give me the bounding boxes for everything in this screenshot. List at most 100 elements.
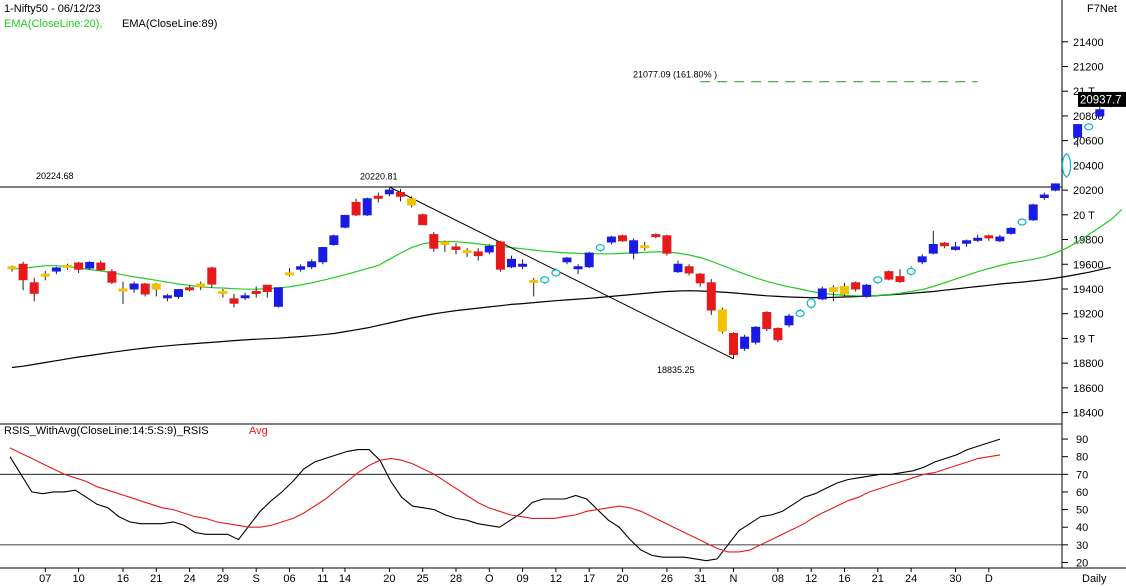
price-tick-label: 20400	[1073, 160, 1104, 172]
candle-body	[218, 290, 228, 294]
price-tick-label: 19800	[1073, 235, 1104, 247]
candle-body	[995, 236, 1005, 242]
candle-body	[63, 264, 72, 268]
price-annotation: 20224.68	[36, 171, 74, 181]
time-tick-label: 20	[383, 573, 395, 585]
rsi-tick-label: 60	[1076, 487, 1088, 499]
candle-body	[40, 273, 50, 277]
time-tick-label: 16	[838, 573, 850, 585]
rsi-axis: 90 80 70 60 50 40 30 20	[1062, 434, 1088, 569]
time-tick-label: 21	[872, 573, 884, 585]
candle-body	[362, 198, 372, 216]
candle-body	[74, 262, 84, 270]
candle-body	[1006, 227, 1016, 234]
rsi-avg-line	[9, 447, 1001, 553]
ema89-line	[11, 266, 1112, 369]
candle-body	[840, 286, 849, 295]
candle-body	[240, 295, 250, 299]
ema89-series	[11, 266, 1112, 369]
time-tick-label: 17	[583, 573, 595, 585]
candle-body	[462, 250, 472, 254]
candle-body	[285, 272, 294, 276]
ema20-line	[11, 208, 1123, 297]
candle-body	[540, 276, 550, 284]
candle-body	[396, 192, 405, 197]
candle-body	[318, 247, 328, 263]
candle-body	[729, 332, 738, 355]
candle-body	[518, 263, 528, 267]
candle-body	[662, 235, 672, 254]
candle-body	[606, 236, 616, 243]
price-annotation: 20220.81	[360, 172, 398, 182]
ema89-legend: EMA(CloseLine:89)	[122, 18, 217, 30]
candle-body	[418, 214, 428, 226]
annotations: 20224.68 20220.81 18835.25 21077.09 (161.80…	[36, 70, 717, 375]
time-tick-label: 30	[949, 573, 961, 585]
price-tick-label: 20600	[1073, 136, 1104, 148]
candle-body	[340, 214, 350, 228]
candle-body	[85, 261, 95, 269]
time-axis: 07 10 16 21 24 29 S 06 11 14 20 25 28 O 09 12 17 20 26 31 N 0…	[39, 568, 993, 585]
candle-body	[1061, 153, 1072, 178]
candle-body	[96, 262, 106, 271]
time-tick-label: 25	[417, 573, 429, 585]
candle-body	[795, 309, 805, 318]
time-tick-label: 14	[339, 573, 351, 585]
candle-body	[773, 328, 783, 341]
last-price-value: 20937.7	[1080, 94, 1122, 106]
candle-body	[984, 235, 994, 239]
candle-body	[817, 288, 827, 300]
time-tick-label: 21	[150, 573, 162, 585]
candle-body	[51, 267, 61, 272]
rsi-tick-label: 80	[1076, 452, 1088, 464]
trendline	[389, 186, 734, 360]
rsi-levels	[0, 473, 1062, 546]
candle-body	[573, 266, 583, 270]
time-tick-label: 24	[905, 573, 917, 585]
candle-body	[884, 271, 894, 280]
candle-body	[118, 288, 128, 292]
time-tick-label: S	[253, 573, 260, 585]
candle-body	[717, 309, 727, 332]
rsi-tick-label: 50	[1076, 505, 1088, 517]
candle-body	[917, 256, 927, 263]
timeframe-label: Daily	[1082, 573, 1107, 585]
candle-body	[973, 237, 983, 241]
ema20-series	[11, 208, 1123, 297]
ema20-legend: EMA(CloseLine:20),	[4, 18, 102, 30]
time-tick-label: 24	[183, 573, 195, 585]
candle-body	[107, 271, 117, 283]
time-tick-label: 29	[217, 573, 229, 585]
rsi-legend: RSIS_WithAvg(CloseLine:14:5:S:9)_RSIS	[4, 425, 209, 437]
candle-body	[1017, 218, 1027, 226]
candle-body	[495, 241, 505, 270]
candle-body	[451, 246, 461, 250]
last-price-tag: 20937.7	[1078, 91, 1126, 107]
candle-body	[740, 336, 750, 349]
candle-body	[851, 282, 861, 290]
time-tick-label: 12	[550, 573, 562, 585]
time-tick-label: 11	[317, 573, 328, 585]
candle-body	[140, 283, 150, 295]
candle-body	[873, 276, 883, 284]
candle-body	[806, 298, 816, 309]
candle-body	[906, 267, 916, 276]
candles	[7, 96, 1116, 359]
candle-body	[162, 295, 172, 299]
candle-body	[629, 240, 639, 254]
candle-body	[640, 245, 650, 249]
rsi-tick-label: 20	[1076, 557, 1088, 569]
price-annotation: 21077.09 (161.80% )	[633, 70, 717, 80]
candle-body	[207, 267, 217, 285]
candle-body	[229, 298, 239, 304]
time-tick-label: 26	[661, 573, 673, 585]
candle-body	[706, 282, 716, 311]
chart-title: 1-Nifty50 - 06/12/23	[4, 3, 101, 15]
candle-body	[473, 251, 483, 257]
candle-body	[828, 287, 838, 292]
time-tick-label: 06	[283, 573, 295, 585]
candle-body	[429, 234, 439, 249]
candle-body	[962, 240, 972, 244]
candle-body	[185, 287, 195, 291]
time-tick-label: 10	[72, 573, 84, 585]
